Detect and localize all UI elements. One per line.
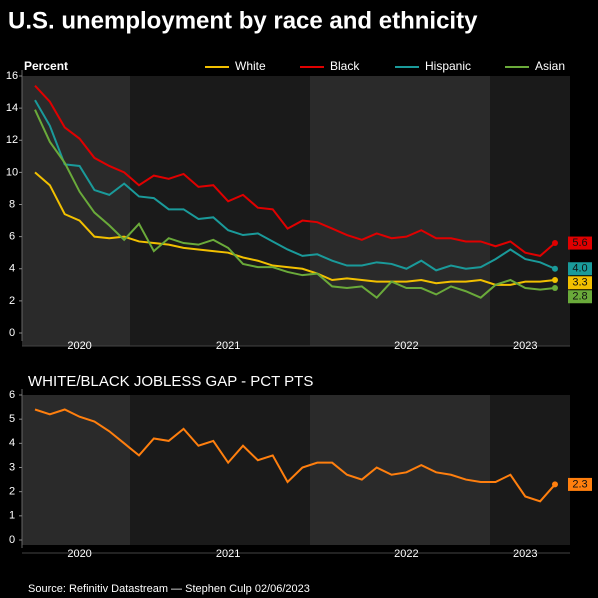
x-tick-label: 2023 — [513, 340, 537, 352]
x-tick-label: 2022 — [394, 548, 418, 560]
end-point — [552, 240, 558, 247]
legend-label: Asian — [535, 59, 565, 73]
band — [490, 76, 570, 346]
legend-label: Hispanic — [425, 59, 471, 73]
x-tick-label: 2021 — [216, 548, 240, 560]
band — [130, 76, 310, 346]
series-line — [34, 109, 556, 300]
y-tick-label: 6 — [9, 231, 15, 243]
value-tag — [568, 236, 592, 250]
y-axis-label: Percent — [24, 59, 68, 73]
end-point — [552, 285, 558, 292]
x-tick-label: 2022 — [394, 340, 418, 352]
y-tick-label: 10 — [6, 166, 18, 178]
page-title: U.S. unemployment by race and ethnicity — [8, 7, 478, 34]
y-tick-label: 3 — [9, 461, 15, 473]
value-tag — [568, 477, 592, 491]
value-label: 4.0 — [572, 263, 587, 275]
y-tick-label: 1 — [9, 510, 15, 522]
y-tick-label: 2 — [9, 295, 15, 307]
y-tick-label: 14 — [6, 102, 18, 114]
series-line — [34, 84, 556, 257]
y-tick-label: 0 — [9, 534, 15, 546]
value-label: 2.3 — [572, 478, 587, 490]
y-tick-label: 6 — [9, 389, 15, 401]
x-tick-label: 2020 — [67, 548, 91, 560]
y-tick-label: 0 — [9, 327, 15, 339]
band — [310, 76, 490, 346]
legend-label: Black — [330, 59, 360, 73]
y-tick-label: 16 — [6, 70, 18, 82]
value-label: 5.6 — [572, 237, 587, 249]
y-tick-label: 8 — [9, 198, 15, 210]
series-line — [34, 408, 556, 503]
source: Source: Refinitiv Datastream — Stephen C… — [28, 583, 310, 595]
band — [22, 395, 130, 545]
value-label: 2.8 — [572, 291, 587, 303]
value-tag — [568, 290, 592, 304]
x-tick-label: 2023 — [513, 548, 537, 560]
legend-label: White — [235, 59, 266, 73]
chart-title: WHITE/BLACK JOBLESS GAP - PCT PTS — [28, 373, 313, 390]
value-tag — [568, 262, 592, 276]
series-line — [34, 99, 556, 272]
y-tick-label: 12 — [6, 134, 18, 146]
end-point — [552, 481, 558, 488]
x-tick-label: 2020 — [67, 340, 91, 352]
y-tick-label: 4 — [9, 437, 15, 449]
y-tick-label: 2 — [9, 486, 15, 498]
x-tick-label: 2021 — [216, 340, 240, 352]
end-point — [552, 276, 558, 283]
value-label: 3.3 — [572, 277, 587, 289]
y-tick-label: 5 — [9, 413, 15, 425]
end-point — [552, 265, 558, 272]
band — [310, 395, 490, 545]
band — [130, 395, 310, 545]
year-bands — [22, 76, 570, 545]
band — [490, 395, 570, 545]
y-tick-label: 4 — [9, 263, 15, 275]
value-tag — [568, 276, 592, 290]
